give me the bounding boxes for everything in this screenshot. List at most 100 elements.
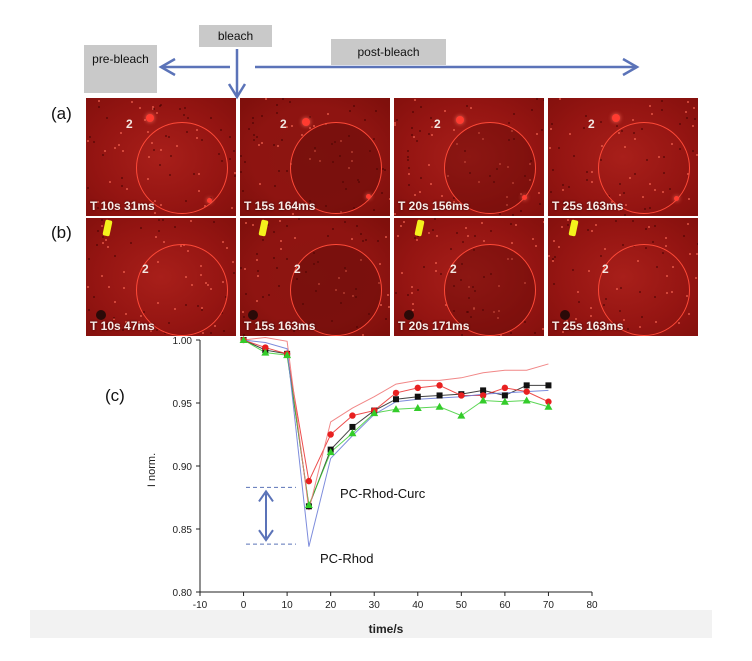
timestamp: T 15s 163ms (244, 319, 316, 333)
data-point-triangle (239, 336, 248, 343)
data-point-triangle (413, 404, 422, 412)
x-tick-label: 60 (499, 600, 511, 611)
dark-particle (404, 310, 414, 320)
microscopy-tile-a3: 2 T 20s 156ms (394, 98, 544, 216)
data-point-circle (327, 431, 334, 438)
data-point-triangle (261, 348, 270, 356)
data-point-circle (436, 382, 443, 389)
bracket-arrowhead-down (258, 529, 274, 542)
dark-particle (560, 310, 570, 320)
data-point-triangle (392, 405, 400, 413)
fluorescent-spot (302, 118, 310, 126)
data-point-circle (545, 398, 552, 405)
region-number: 2 (142, 262, 149, 276)
y-tick-label: 0.90 (173, 462, 193, 473)
fluorescent-spot (612, 114, 620, 122)
timestamp: T 20s 171ms (398, 319, 470, 333)
fluorescent-spot (207, 198, 212, 203)
x-tick-label: 20 (325, 600, 337, 611)
data-point-circle (501, 384, 509, 392)
fluorescent-spot (456, 116, 464, 124)
data-point-triangle (283, 351, 292, 359)
data-point-triangle (479, 396, 488, 404)
region-number: 2 (294, 262, 301, 276)
microscopy-tile-a1: 2 T 10s 31ms (86, 98, 236, 216)
data-point-circle (392, 389, 400, 397)
data-point-square (501, 392, 508, 399)
x-tick-label: 50 (456, 600, 468, 611)
timestamp: T 10s 47ms (90, 319, 155, 333)
panel-label-b: (b) (51, 223, 72, 242)
data-point-triangle (370, 409, 379, 417)
dark-particle (248, 310, 258, 320)
post-bleach-label: post-bleach (331, 39, 446, 65)
bleach-region-circle (444, 244, 536, 336)
timestamp: T 10s 31ms (90, 199, 155, 213)
data-point-triangle (304, 501, 313, 509)
microscopy-tile-b1: 2 T 10s 47ms (86, 218, 236, 336)
region-number: 2 (602, 262, 609, 276)
data-point-circle (458, 392, 465, 399)
data-point-circle (262, 344, 269, 351)
series-line (243, 336, 549, 511)
data-point-triangle (348, 429, 357, 437)
y-tick-label: 0.85 (173, 525, 193, 536)
bleach-region-circle (136, 244, 228, 336)
bleach-label: bleach (199, 25, 272, 47)
panel-label-c: (c) (105, 386, 125, 405)
region-number: 2 (588, 117, 595, 131)
y-tick-label: 0.95 (173, 399, 193, 410)
microscopy-tile-b4: 2 T 25s 163ms (548, 218, 698, 336)
x-tick-label: 40 (412, 600, 424, 611)
data-point-circle (414, 384, 421, 392)
data-point-triangle (326, 448, 335, 456)
data-point-circle (305, 477, 313, 485)
x-tick-label: 10 (282, 600, 294, 611)
fluorescent-spot (522, 195, 527, 200)
timestamp: T 25s 163ms (552, 199, 624, 213)
bleach-region-circle (598, 122, 690, 214)
annotation-pc-rhod-curc: PC-Rhod-Curc (340, 486, 426, 501)
annotation-pc-rhod: PC-Rhod (320, 551, 373, 566)
data-point-square (414, 393, 421, 400)
y-axis-label: I norm. (146, 453, 158, 487)
data-point-circle (523, 388, 530, 395)
data-point-square (349, 423, 356, 430)
data-point-triangle (457, 411, 466, 419)
timestamp: T 25s 163ms (552, 319, 624, 333)
data-point-square (436, 392, 443, 399)
data-point-square (545, 382, 552, 389)
pre-bleach-label: pre-bleach (84, 45, 157, 93)
data-point-square (393, 396, 399, 403)
microscopy-tile-b2: 2 T 15s 163ms (240, 218, 390, 336)
bleach-region-circle (290, 244, 382, 336)
data-point-triangle (544, 402, 553, 410)
bleach-region-circle (444, 122, 536, 214)
data-point-circle (479, 392, 487, 399)
fluorescent-spot (674, 196, 679, 201)
x-tick-label: 30 (369, 600, 381, 611)
y-tick-label: 1.00 (173, 336, 193, 347)
data-point-square (523, 382, 530, 389)
x-tick-label: 0 (241, 600, 247, 611)
region-number: 2 (280, 117, 287, 131)
microscopy-tile-a4: 2 T 25s 163ms (548, 98, 698, 216)
series-line (243, 339, 549, 547)
fluorescent-spot (146, 114, 154, 122)
x-tick-label: 70 (543, 600, 555, 611)
data-point-triangle (500, 397, 509, 405)
x-tick-label: 80 (586, 600, 598, 611)
dark-particle (96, 310, 106, 320)
bracket-arrowhead-up (258, 489, 274, 502)
chart-footer-band (30, 610, 712, 638)
region-number: 2 (450, 262, 457, 276)
timestamp: T 15s 164ms (244, 199, 316, 213)
bleach-region-circle (598, 244, 690, 336)
data-point-triangle (522, 396, 531, 404)
x-tick-label: -10 (193, 600, 208, 611)
fluorescent-spot (366, 194, 371, 199)
microscopy-tile-a2: 2 T 15s 164ms (240, 98, 390, 216)
data-point-triangle (435, 402, 444, 410)
region-number: 2 (126, 117, 133, 131)
